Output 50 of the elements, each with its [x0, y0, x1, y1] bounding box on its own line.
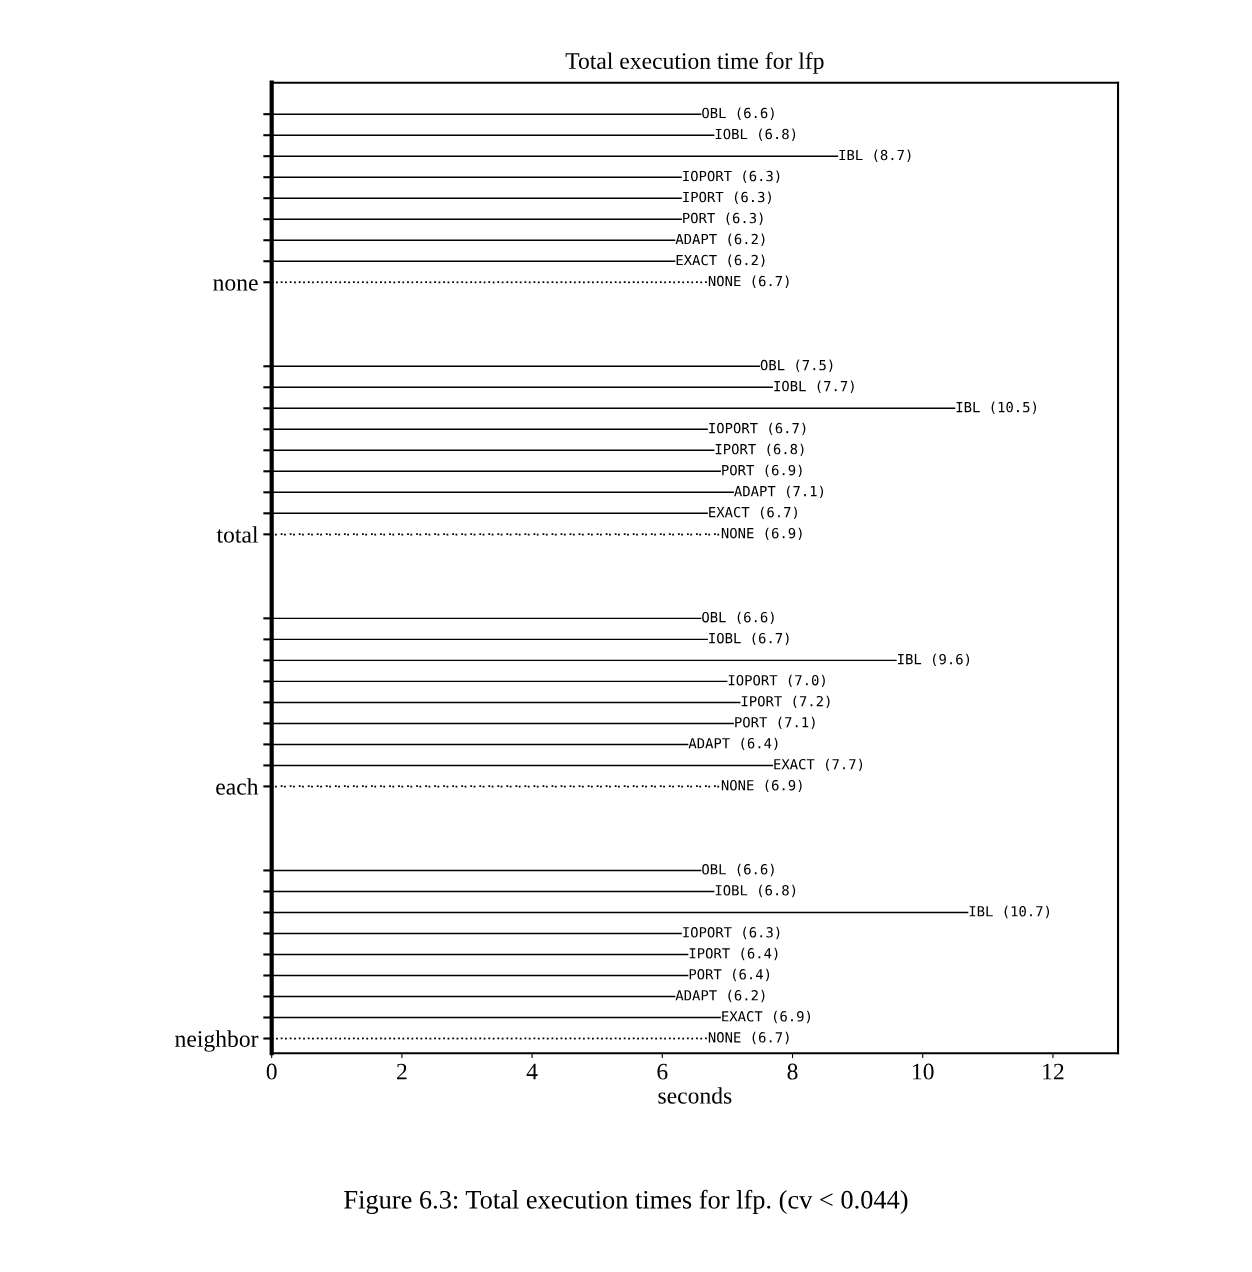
- data-label: IBL (10.5): [956, 401, 1037, 414]
- data-label: NONE (6.9): [721, 527, 802, 541]
- data-label: IOBL (6.8): [715, 884, 796, 898]
- x-tick-label: 2: [397, 1063, 407, 1080]
- data-label: IBL (8.7): [839, 149, 911, 162]
- data-label: IOPORT (6.3): [683, 170, 780, 183]
- data-label: OBL (6.6): [702, 611, 774, 625]
- y-tick-label: neighbor: [175, 1030, 259, 1052]
- data-label: ADAPT (6.4): [688, 737, 778, 751]
- caption: Figure 6.3: Total execution times for lfp. (cv < 0.044): [344, 1189, 908, 1215]
- x-tick-label: 4: [526, 1063, 538, 1080]
- data-label: ADAPT (6.2): [675, 233, 765, 246]
- data-label: NONE (6.7): [708, 1031, 789, 1045]
- x-tick-label: 10: [913, 1063, 934, 1080]
- y-tick-label: none: [213, 279, 258, 291]
- data-label: IOBL (6.7): [709, 632, 789, 646]
- x-tick-label: 12: [1043, 1063, 1064, 1080]
- data-label: PORT (7.1): [735, 716, 815, 730]
- data-label: NONE (6.9): [721, 779, 802, 793]
- x-axis-title: seconds: [658, 1087, 732, 1104]
- data-label: IPORT (6.3): [683, 191, 771, 204]
- data-label: IOBL (7.7): [774, 380, 854, 393]
- data-label: IBL (9.6): [898, 653, 970, 667]
- data-label: PORT (6.9): [722, 464, 802, 478]
- data-label: OBL (7.5): [760, 359, 833, 372]
- data-label: IPORT (6.8): [715, 443, 804, 457]
- data-label: EXACT (6.9): [722, 1010, 810, 1024]
- data-label: NONE (6.7): [708, 275, 789, 288]
- data-label: EXACT (6.2): [676, 254, 765, 267]
- y-tick-label: each: [216, 778, 259, 795]
- data-label: IOPORT (6.3): [683, 926, 780, 940]
- data-label: IOBL (6.8): [715, 128, 796, 141]
- x-tick-label: 8: [787, 1063, 798, 1080]
- data-label: OBL (6.6): [702, 863, 774, 877]
- data-label: EXACT (7.7): [774, 758, 863, 772]
- y-tick-label: total: [216, 526, 259, 543]
- data-label: OBL (6.6): [702, 107, 774, 120]
- data-label: ADAPT (6.2): [675, 989, 765, 1003]
- data-label: ADAPT (7.1): [734, 485, 824, 499]
- data-label: IOPORT (6.7): [709, 422, 806, 435]
- data-label: PORT (6.4): [689, 968, 770, 982]
- chart-title: Total execution time for lfp: [565, 52, 824, 74]
- data-label: IPORT (6.4): [689, 947, 778, 961]
- data-label: PORT (6.3): [683, 212, 763, 225]
- x-tick-label: 6: [657, 1063, 668, 1080]
- x-tick-label: 0: [266, 1063, 277, 1080]
- data-label: IBL (10.7): [969, 905, 1050, 919]
- data-label: IPORT (7.2): [741, 695, 830, 709]
- data-label: IOPORT (7.0): [728, 674, 825, 688]
- data-label: EXACT (6.7): [709, 506, 797, 520]
